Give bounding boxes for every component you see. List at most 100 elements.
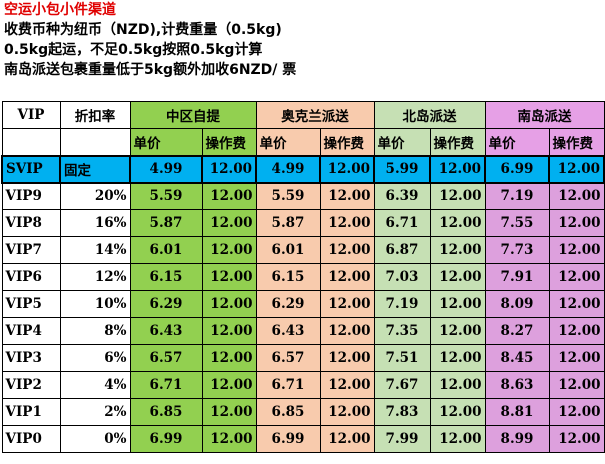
unit-price-cell: 6.85 xyxy=(129,398,203,426)
unit-price-cell: 6.43 xyxy=(255,317,321,345)
fee-cell: 12.00 xyxy=(201,425,257,453)
unit-price-cell: 6.71 xyxy=(255,371,321,399)
unit-price-cell: 4.99 xyxy=(129,154,203,184)
fee-cell: 12.00 xyxy=(429,371,486,399)
discount-cell: 6% xyxy=(59,344,131,372)
unit-price-cell: 7.19 xyxy=(373,290,431,318)
vip-level-cell: VIP9 xyxy=(1,182,61,210)
note-south-island-surcharge: 南岛派送包裹重量低于5kg额外加收6NZD/ 票 xyxy=(4,62,297,78)
fee-cell: 12.00 xyxy=(319,209,375,237)
fee-cell: 12.00 xyxy=(548,236,605,264)
vip-level-cell: SVIP xyxy=(1,154,61,184)
fee-cell: 12.00 xyxy=(429,154,486,184)
fee-cell: 12.00 xyxy=(319,371,375,399)
fee-cell: 12.00 xyxy=(548,154,605,184)
header-group-south-island-delivery: 南岛派送 xyxy=(484,101,605,129)
unit-price-cell: 5.99 xyxy=(373,154,431,184)
vip-level-cell: VIP7 xyxy=(1,236,61,264)
vip-level-cell: VIP6 xyxy=(1,263,61,291)
table-row-svip: SVIP 固定 4.99 12.00 4.99 12.00 5.99 12.00 6.99 12.… xyxy=(1,154,605,184)
fee-cell: 12.00 xyxy=(319,425,375,453)
unit-price-cell: 8.09 xyxy=(484,290,550,318)
fee-cell: 12.00 xyxy=(319,263,375,291)
fee-cell: 12.00 xyxy=(548,425,605,453)
unit-price-cell: 6.57 xyxy=(255,344,321,372)
unit-price-cell: 6.85 xyxy=(255,398,321,426)
unit-price-cell: 8.99 xyxy=(484,425,550,453)
fee-cell: 12.00 xyxy=(429,398,486,426)
header-discount: 折扣率 xyxy=(59,101,131,129)
fee-cell: 12.00 xyxy=(548,209,605,237)
unit-price-cell: 6.71 xyxy=(373,209,431,237)
vip-level-cell: VIP4 xyxy=(1,317,61,345)
fee-cell: 12.00 xyxy=(319,236,375,264)
unit-price-cell: 7.83 xyxy=(373,398,431,426)
table-row: VIP4 8% 6.43 12.00 6.43 12.00 7.35 12.00 8.27 12.… xyxy=(1,317,605,345)
fee-cell: 12.00 xyxy=(201,371,257,399)
fee-cell: 12.00 xyxy=(201,209,257,237)
fee-cell: 12.00 xyxy=(201,182,257,210)
discount-cell: 2% xyxy=(59,398,131,426)
unit-price-cell: 8.45 xyxy=(484,344,550,372)
table-row: VIP8 16% 5.87 12.00 5.87 12.00 6.71 12.00 7.55 12… xyxy=(1,209,605,237)
unit-price-cell: 7.67 xyxy=(373,371,431,399)
fee-cell: 12.00 xyxy=(548,317,605,345)
unit-price-cell: 6.57 xyxy=(129,344,203,372)
table-row: VIP6 12% 6.15 12.00 6.15 12.00 7.03 12.00 7.91 12… xyxy=(1,263,605,291)
fee-cell: 12.00 xyxy=(319,154,375,184)
fee-cell: 12.00 xyxy=(319,317,375,345)
fee-cell: 12.00 xyxy=(548,371,605,399)
discount-cell: 14% xyxy=(59,236,131,264)
table-row: VIP7 14% 6.01 12.00 6.01 12.00 6.87 12.00 7.73 12… xyxy=(1,236,605,264)
fee-cell: 12.00 xyxy=(429,236,486,264)
header-group-auckland-delivery: 奥克兰派送 xyxy=(255,101,375,129)
fee-cell: 12.00 xyxy=(429,182,486,210)
fee-cell: 12.00 xyxy=(201,263,257,291)
fee-cell: 12.00 xyxy=(201,344,257,372)
unit-price-cell: 6.99 xyxy=(255,425,321,453)
subheader-fee: 操作费 xyxy=(201,128,257,156)
fee-cell: 12.00 xyxy=(429,344,486,372)
fee-cell: 12.00 xyxy=(429,290,486,318)
unit-price-cell: 6.99 xyxy=(129,425,203,453)
vip-level-cell: VIP1 xyxy=(1,398,61,426)
subheader-unit-price: 单价 xyxy=(129,128,203,156)
fee-cell: 12.00 xyxy=(201,398,257,426)
subheader-unit-price: 单价 xyxy=(484,128,550,156)
unit-price-cell: 7.03 xyxy=(373,263,431,291)
unit-price-cell: 7.99 xyxy=(373,425,431,453)
fee-cell: 12.00 xyxy=(319,182,375,210)
unit-price-cell: 6.01 xyxy=(255,236,321,264)
unit-price-cell: 6.99 xyxy=(484,154,550,184)
unit-price-cell: 8.27 xyxy=(484,317,550,345)
table-row: VIP5 10% 6.29 12.00 6.29 12.00 7.19 12.00 8.09 12… xyxy=(1,290,605,318)
unit-price-cell: 5.87 xyxy=(129,209,203,237)
unit-price-cell: 6.39 xyxy=(373,182,431,210)
header-vip: VIP xyxy=(1,101,61,129)
table-row: VIP3 6% 6.57 12.00 6.57 12.00 7.51 12.00 8.45 12.… xyxy=(1,344,605,372)
fee-cell: 12.00 xyxy=(319,290,375,318)
discount-cell: 10% xyxy=(59,290,131,318)
sheet-title: 空运小包小件渠道 xyxy=(4,2,116,18)
discount-cell: 0% xyxy=(59,425,131,453)
unit-price-cell: 5.59 xyxy=(129,182,203,210)
discount-cell: 12% xyxy=(59,263,131,291)
unit-price-cell: 7.35 xyxy=(373,317,431,345)
unit-price-cell: 5.59 xyxy=(255,182,321,210)
table-row: VIP2 4% 6.71 12.00 6.71 12.00 7.67 12.00 8.63 12.… xyxy=(1,371,605,399)
unit-price-cell: 6.87 xyxy=(373,236,431,264)
note-min-weight: 0.5kg起运，不足0.5kg按照0.5kg计算 xyxy=(4,42,263,58)
unit-price-cell: 7.73 xyxy=(484,236,550,264)
unit-price-cell: 4.99 xyxy=(255,154,321,184)
fee-cell: 12.00 xyxy=(548,182,605,210)
vip-level-cell: VIP2 xyxy=(1,371,61,399)
subheader-unit-price: 单价 xyxy=(255,128,321,156)
header-group-north-island-delivery: 北岛派送 xyxy=(373,101,486,129)
discount-cell: 20% xyxy=(59,182,131,210)
fee-cell: 12.00 xyxy=(201,154,257,184)
vip-level-cell: VIP0 xyxy=(1,425,61,453)
discount-cell: 16% xyxy=(59,209,131,237)
unit-price-cell: 6.01 xyxy=(129,236,203,264)
unit-price-cell: 6.43 xyxy=(129,317,203,345)
